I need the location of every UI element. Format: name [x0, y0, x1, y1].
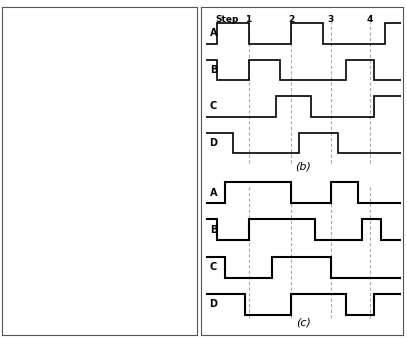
- Text: (c): (c): [296, 317, 311, 327]
- Circle shape: [30, 96, 169, 235]
- Text: A: A: [210, 188, 217, 198]
- Bar: [37, 155, 63, 175]
- Circle shape: [9, 75, 190, 256]
- Text: Step: Step: [215, 15, 239, 24]
- Text: D: D: [209, 299, 217, 309]
- Text: 4: 4: [366, 15, 373, 24]
- Text: B: B: [210, 225, 217, 235]
- Text: 3: 3: [328, 15, 334, 24]
- Text: A: A: [96, 106, 103, 115]
- Bar: [90, 201, 109, 228]
- Text: B: B: [210, 65, 217, 75]
- Circle shape: [64, 130, 135, 201]
- Bar: [90, 102, 109, 129]
- Text: (a): (a): [92, 258, 107, 268]
- Text: C: C: [109, 215, 116, 224]
- Text: (b): (b): [295, 162, 311, 172]
- Text: A: A: [210, 28, 217, 39]
- Text: C: C: [210, 101, 217, 112]
- Text: 2: 2: [289, 15, 295, 24]
- Bar: [136, 155, 163, 175]
- Text: C: C: [210, 262, 217, 272]
- Text: D: D: [209, 138, 217, 148]
- Text: 1: 1: [245, 15, 252, 24]
- Text: B: B: [44, 161, 51, 170]
- Text: D: D: [149, 161, 156, 170]
- Circle shape: [73, 139, 127, 192]
